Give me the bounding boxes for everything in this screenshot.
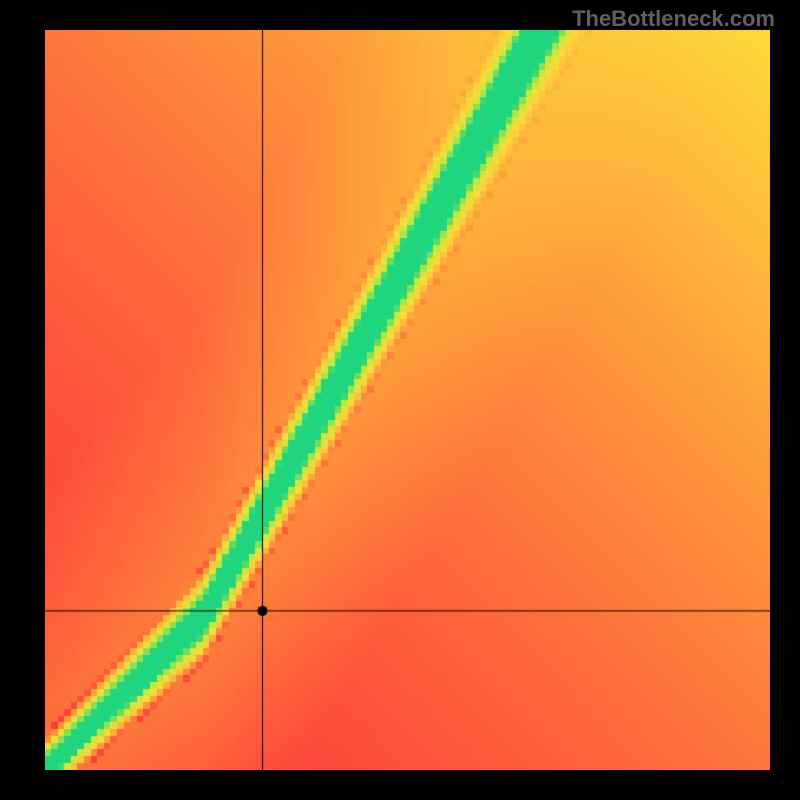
bottleneck-heatmap xyxy=(45,30,770,770)
watermark-text: TheBottleneck.com xyxy=(572,6,775,32)
